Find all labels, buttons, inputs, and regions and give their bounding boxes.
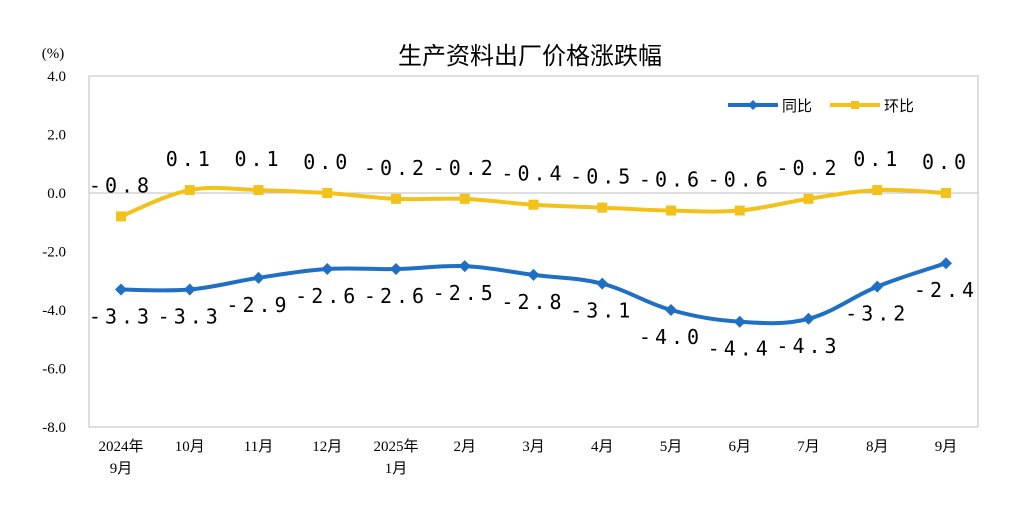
- x-tick-label: 1月: [385, 461, 408, 477]
- legend-yoy-marker: [748, 100, 758, 110]
- x-tick-label: 2月: [453, 439, 476, 455]
- data-label-mom: 0.1: [234, 147, 282, 171]
- data-label-mom: -0.8: [89, 173, 153, 197]
- legend-item-yoy: 同比: [728, 97, 812, 115]
- data-label-mom: -0.2: [433, 156, 497, 180]
- data-point-mom: [322, 188, 333, 198]
- data-label-yoy: -2.8: [501, 290, 565, 314]
- data-label-mom: -0.5: [570, 165, 634, 189]
- data-point-mom: [803, 193, 814, 204]
- y-tick-label: -2.0: [42, 245, 66, 261]
- series-layer: [115, 185, 952, 328]
- data-point-yoy: [665, 304, 677, 316]
- data-label-yoy: -4.4: [708, 337, 772, 361]
- data-point-yoy: [596, 277, 609, 290]
- data-point-yoy: [458, 260, 471, 273]
- data-label-mom: 0.1: [853, 147, 901, 171]
- x-tick-label: 2025年: [373, 438, 418, 455]
- data-point-yoy: [183, 283, 196, 296]
- x-tick-label: 5月: [660, 439, 683, 455]
- data-label-yoy: -3.3: [89, 305, 153, 329]
- legend-item-mom: 环比: [830, 97, 914, 115]
- data-point-mom: [734, 205, 745, 216]
- data-label-mom: -0.4: [501, 162, 565, 186]
- data-point-yoy: [802, 312, 815, 325]
- data-label-mom: -0.2: [364, 156, 428, 180]
- data-label-yoy: -2.6: [295, 284, 359, 308]
- x-tick-label: 6月: [728, 439, 751, 455]
- data-point-yoy: [390, 263, 402, 276]
- x-tick-label: 8月: [866, 439, 889, 455]
- y-axis-unit-label: (%): [42, 46, 65, 62]
- x-tick-label: 9月: [110, 461, 133, 477]
- legend: 同比 环比: [728, 97, 914, 115]
- x-tick-label: 2024年: [98, 438, 143, 455]
- data-label-yoy: -3.3: [158, 305, 222, 329]
- data-label-mom: 0.1: [166, 147, 214, 171]
- data-point-mom: [941, 188, 951, 198]
- data-label-yoy: -3.2: [845, 302, 909, 326]
- data-label-mom: 0.0: [922, 150, 970, 174]
- data-label-yoy: -2.4: [914, 278, 978, 302]
- y-tick-label: -4.0: [42, 303, 66, 319]
- data-point-yoy: [321, 263, 334, 276]
- data-point-mom: [116, 211, 126, 222]
- data-point-yoy: [733, 315, 746, 328]
- data-point-mom: [597, 202, 608, 213]
- legend-mom-label: 环比: [884, 97, 914, 115]
- x-tick-label: 4月: [591, 439, 614, 455]
- data-point-yoy: [527, 268, 540, 281]
- x-tick-label: 3月: [522, 439, 545, 455]
- data-labels: -3.3 -3.3 -2.9 -2.6 -2.6 -2.5 -2.8 -3.1-4.0 -4.4…: [89, 147, 978, 361]
- data-point-mom: [184, 185, 195, 196]
- data-label-mom: -0.6: [708, 168, 772, 192]
- data-label-yoy: -4.0: [639, 325, 703, 349]
- x-axis: 2024年 9月 10月 11月 12月 2025年 1月 2月 3月 4月 5月 6月 7月 8月 9月: [98, 438, 957, 477]
- data-label-yoy: -3.1: [570, 299, 634, 323]
- x-tick-label: 12月: [312, 439, 342, 455]
- legend-mom-marker: [851, 101, 859, 109]
- data-point-mom: [872, 185, 883, 196]
- data-point-mom: [253, 185, 264, 196]
- data-label-yoy: -2.6: [364, 284, 428, 308]
- y-tick-label: -6.0: [42, 362, 66, 378]
- y-tick-label: 4.0: [47, 69, 66, 85]
- x-tick-label: 7月: [797, 439, 820, 455]
- data-point-mom: [666, 205, 676, 216]
- chart-title: 生产资料出厂价格涨跌幅: [398, 42, 662, 70]
- data-point-yoy: [115, 283, 127, 296]
- legend-yoy-label: 同比: [782, 97, 812, 115]
- data-point-yoy: [252, 271, 265, 284]
- x-tick-label: 11月: [244, 439, 273, 455]
- x-tick-label: 9月: [935, 439, 958, 455]
- plot-area-frame: [88, 75, 979, 428]
- data-point-yoy: [940, 257, 952, 270]
- x-tick-label: 10月: [175, 439, 205, 455]
- data-label-mom: -0.2: [776, 156, 840, 180]
- data-label-mom: -0.6: [639, 168, 703, 192]
- data-label-mom: 0.0: [303, 150, 351, 174]
- data-point-mom: [528, 199, 539, 210]
- y-axis: 4.0 2.0 0.0 -2.0 -4.0 -6.0 -8.0: [42, 69, 66, 436]
- data-label-yoy: -2.9: [226, 293, 290, 317]
- data-label-yoy: -4.3: [776, 334, 840, 358]
- data-label-yoy: -2.5: [433, 281, 497, 305]
- data-point-mom: [459, 193, 470, 204]
- data-point-mom: [391, 193, 401, 204]
- y-tick-label: 2.0: [47, 128, 66, 144]
- y-tick-label: 0.0: [47, 186, 66, 202]
- data-point-yoy: [871, 280, 884, 293]
- y-tick-label: -8.0: [42, 420, 66, 436]
